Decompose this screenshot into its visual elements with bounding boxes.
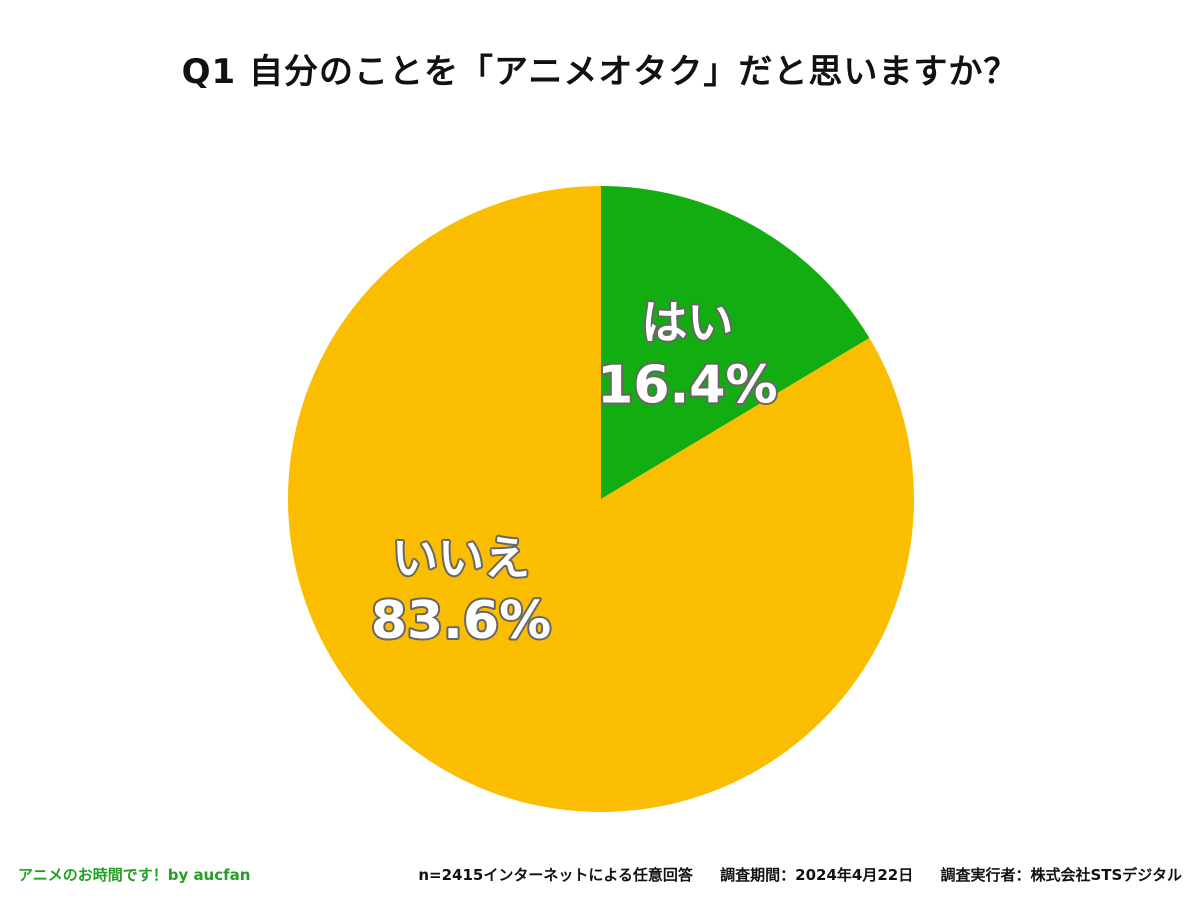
survey-period: 調査期間：2024年4月22日 bbox=[720, 866, 914, 884]
slice-value-1: 16.4% bbox=[597, 355, 777, 415]
pie-slice-1 bbox=[601, 186, 870, 499]
pie-labels: はい 16.4% いいえ 83.6% bbox=[369, 293, 780, 653]
brand-credit: アニメのお時間です！by aucfan bbox=[18, 866, 251, 884]
pie-slices bbox=[287, 186, 915, 813]
sample-info: n=2415インターネットによる任意回答 bbox=[418, 866, 693, 884]
slice-label-2: いいえ bbox=[392, 531, 530, 585]
survey-info: n=2415インターネットによる任意回答 調査期間：2024年4月22日 調査実… bbox=[418, 864, 1182, 885]
chart-title: Q1 自分のことを「アニメオタク」だと思いますか？ bbox=[181, 52, 1019, 92]
slice-label-1: はい bbox=[641, 295, 733, 349]
pie-slice-2 bbox=[287, 186, 915, 813]
slice-value-2: 83.6% bbox=[371, 591, 551, 651]
survey-conductor: 調査実行者：株式会社STSデジタル bbox=[940, 866, 1182, 884]
